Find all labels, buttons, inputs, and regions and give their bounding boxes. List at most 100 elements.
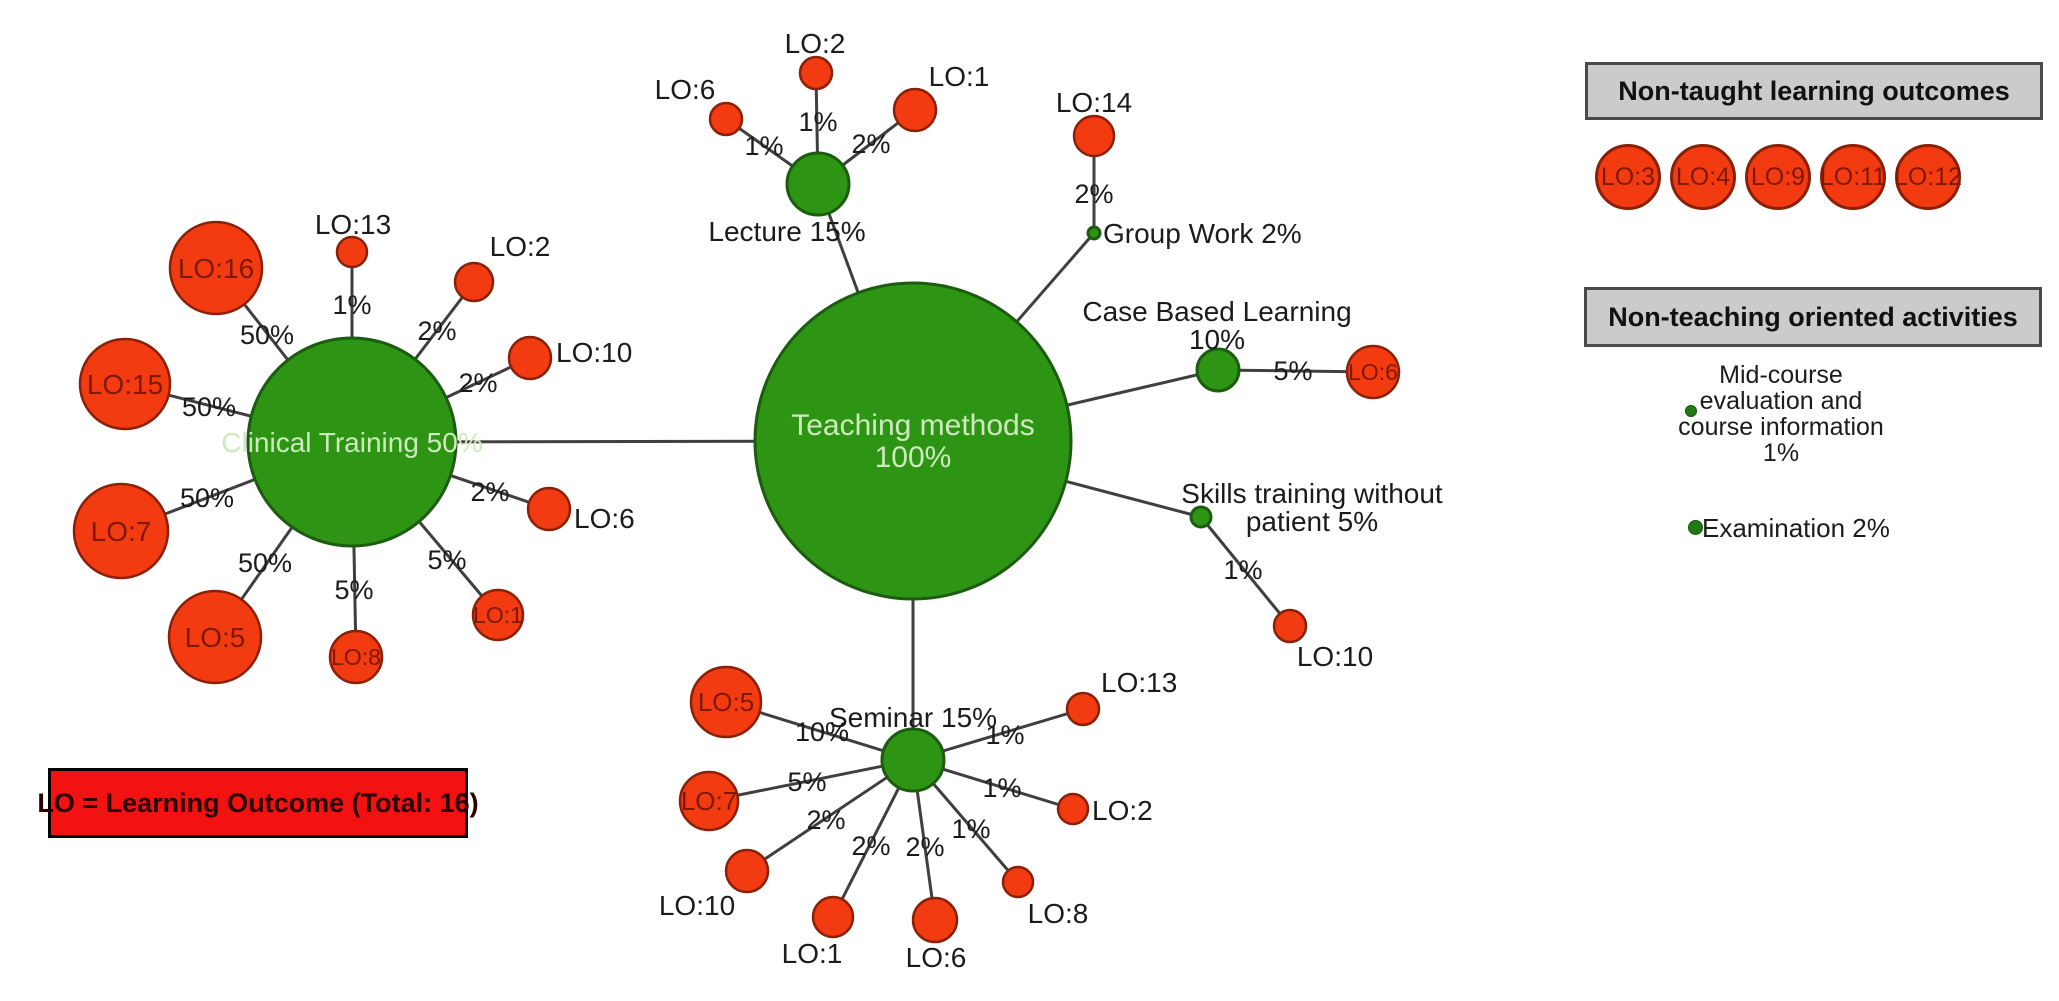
examination-label: Examination 2% [1702, 513, 1890, 543]
node-label-se2: LO:2 [1092, 795, 1153, 826]
method-node-cbl [1195, 347, 1241, 393]
node-label-c8: LO:8 [331, 644, 381, 670]
lo-node-c1 [471, 588, 525, 642]
node-label-c10: LO:10 [556, 337, 632, 368]
lo-node-se7 [678, 770, 740, 832]
examination-dot-icon [1688, 520, 1703, 535]
lo-key-text: LO = Learning Outcome (Total: 16) [37, 787, 479, 818]
midcourse-dot-icon [1685, 405, 1697, 417]
node-label-seminar: Seminar 15% [829, 702, 997, 733]
node-label-se1: LO:1 [782, 938, 843, 969]
node-label-lecture: Lecture 15% [708, 216, 865, 247]
node-label-se13: LO:13 [1101, 667, 1177, 698]
node-label-c13: LO:13 [315, 209, 391, 240]
midcourse-label: Mid-course evaluation and course informati… [1631, 362, 1931, 466]
edge-label-seminar-se8: 1% [951, 814, 990, 844]
edge-label-clinical-c16: 50% [240, 320, 294, 350]
node-label-l2: LO:2 [785, 28, 846, 59]
legend-lo-circle: LO:9 [1745, 144, 1811, 210]
edge-label-seminar-se1: 2% [851, 831, 890, 861]
method-node-clinical [246, 336, 458, 548]
lo-node-se8 [1001, 865, 1035, 899]
legend-lo-circle: LO:4 [1670, 144, 1736, 210]
node-label-l1: LO:1 [929, 61, 990, 92]
node-label-se7: LO:7 [681, 786, 737, 816]
lo-key-box: LO = Learning Outcome (Total: 16) [37, 768, 479, 838]
node-label-l6: LO:6 [655, 74, 716, 105]
lo-node-c8 [328, 629, 384, 685]
method-node-teaching [753, 281, 1073, 601]
lo-node-g14 [1072, 114, 1116, 158]
edge-seminar-se10 [746, 758, 914, 873]
legend-lo-circle: LO:11 [1820, 144, 1886, 210]
edge-label-seminar-se13: 1% [985, 720, 1024, 750]
midcourse-label-line: Mid-course [1719, 361, 1843, 389]
edge-label-clinical-c1: 5% [427, 545, 466, 575]
non-taught-legend-title-box: Non-taught learning outcomes [1585, 62, 2043, 120]
lo-node-c2 [453, 261, 495, 303]
node-label-se6: LO:6 [906, 942, 967, 973]
edge-label-clinical-c7: 50% [180, 483, 234, 513]
method-node-skills [1189, 505, 1213, 529]
edge-label-clinical-c10: 2% [458, 368, 497, 398]
node-label-teaching: Teaching methods 100% [791, 409, 1035, 474]
edge-label-clinical-c8: 5% [334, 575, 373, 605]
node-label-s10: LO:10 [1297, 641, 1373, 672]
node-label-groupwork: Group Work 2% [1103, 218, 1302, 249]
node-label-c5: LO:5 [185, 622, 246, 653]
node-label-se5: LO:5 [698, 687, 754, 717]
edge-label-skills-s10: 1% [1223, 555, 1262, 585]
edge-label-seminar-se5: 10% [795, 717, 849, 747]
lo-node-l6 [708, 101, 744, 137]
node-label-c2: LO:2 [490, 231, 551, 262]
node-label-clinical: Clinical Training 50% [221, 427, 482, 458]
method-node-lecture [785, 151, 851, 217]
lo-node-c13 [335, 235, 369, 269]
non-taught-lo-row: LO:3 LO:4 LO:9 LO:11 LO:12 [1595, 144, 1962, 210]
lo-node-se10 [724, 848, 770, 894]
lo-node-c15 [78, 337, 172, 431]
edge-label-lecture-l1: 2% [851, 129, 890, 159]
non-teaching-legend-title-box: Non-teaching oriented activities [1584, 287, 2042, 347]
edge-skills-s10 [1199, 516, 1292, 627]
node-label-c1: LO:1 [473, 602, 523, 628]
lo-node-se13 [1065, 691, 1101, 727]
edge-label-groupwork-g14: 2% [1074, 179, 1113, 209]
lo-node-c16 [168, 220, 264, 316]
lo-node-s10 [1272, 608, 1308, 644]
midcourse-label-line: course information [1678, 413, 1884, 441]
lo-node-se6 [911, 896, 959, 944]
lo-node-c5 [167, 589, 263, 685]
lo-node-l2 [798, 55, 834, 91]
edge-seminar-se7 [708, 758, 914, 803]
midcourse-label-line: 1% [1762, 439, 1800, 467]
edge-label-clinical-c6: 2% [470, 477, 509, 507]
method-node-seminar [880, 727, 946, 793]
lo-node-c10 [507, 335, 553, 381]
edge-label-cbl-cb6: 5% [1273, 356, 1312, 386]
non-taught-legend-title: Non-taught learning outcomes [1618, 75, 2010, 106]
node-label-se8: LO:8 [1028, 898, 1089, 929]
edge-label-seminar-se6: 2% [905, 832, 944, 862]
node-label-skills: Skills training without patient 5% [1181, 478, 1443, 537]
lo-node-se1 [811, 895, 855, 939]
lo-node-se5 [689, 665, 763, 739]
edge-label-clinical-c2: 2% [417, 316, 456, 346]
lo-node-c7 [72, 482, 170, 580]
edge-label-seminar-se7: 5% [787, 767, 826, 797]
non-teaching-legend-title: Non-teaching oriented activities [1608, 301, 2018, 332]
edge-label-lecture-l6: 1% [744, 131, 783, 161]
edge-label-seminar-se2: 1% [982, 773, 1021, 803]
edge-label-seminar-se10: 2% [806, 805, 845, 835]
legend-lo-circle: LO:12 [1894, 144, 1962, 210]
node-label-g14: LO:14 [1056, 87, 1132, 118]
midcourse-label-line: evaluation and [1699, 387, 1863, 415]
lo-node-cb6 [1345, 344, 1401, 400]
method-node-groupwork [1086, 225, 1102, 241]
edge-label-clinical-c13: 1% [332, 290, 371, 320]
node-label-c6: LO:6 [574, 503, 635, 534]
node-label-c15: LO:15 [87, 369, 163, 400]
edge-label-clinical-c15: 50% [182, 392, 236, 422]
